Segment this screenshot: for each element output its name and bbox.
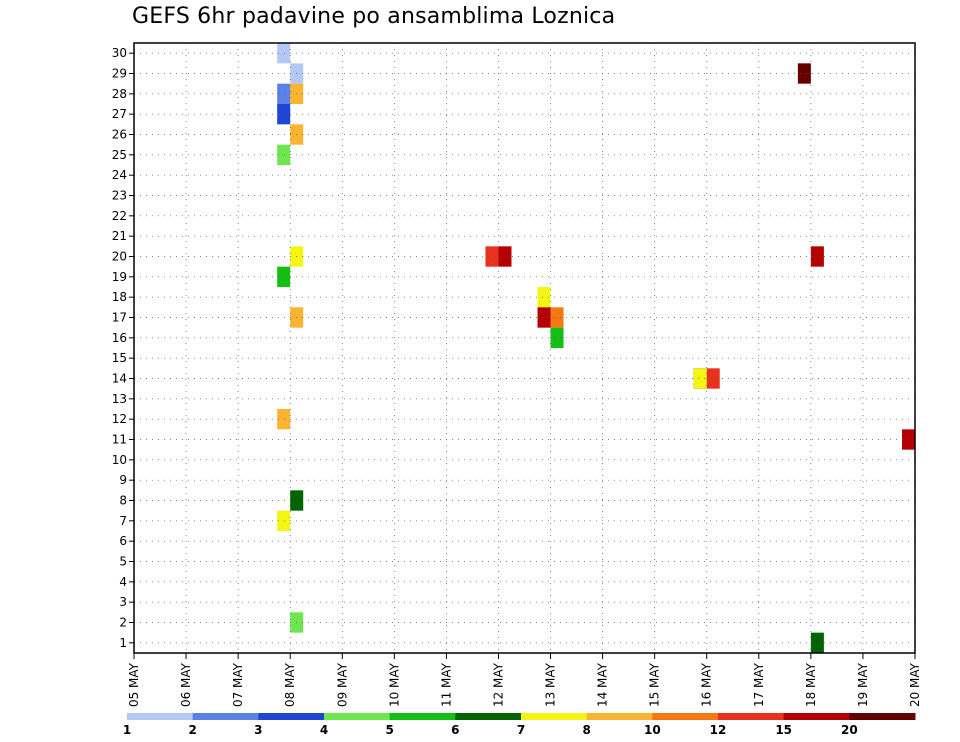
y-tick-label: 9 (119, 473, 127, 487)
x-tick-label: 07 MAY (231, 662, 245, 707)
precip-cell (550, 307, 564, 328)
colorbar-swatch (389, 713, 456, 720)
colorbar-swatch (783, 713, 850, 720)
y-tick-label: 27 (112, 107, 127, 121)
colorbar-label: 7 (517, 723, 525, 737)
precip-cell (498, 246, 512, 267)
precip-cell (810, 246, 824, 267)
colorbar-swatch (258, 713, 325, 720)
precip-cell (277, 510, 291, 531)
y-tick-label: 3 (119, 595, 127, 609)
y-tick-label: 4 (119, 575, 127, 589)
y-tick-label: 19 (112, 270, 127, 284)
x-tick-label: 17 MAY (752, 662, 766, 707)
colorbar-label: 10 (644, 723, 661, 737)
y-tick-label: 25 (112, 148, 127, 162)
y-tick-label: 6 (119, 534, 127, 548)
colorbar-label: 2 (188, 723, 196, 737)
y-tick-label: 1 (119, 636, 127, 650)
colorbar-label: 20 (841, 723, 858, 737)
precip-cell (277, 43, 291, 64)
x-tick-label: 10 MAY (387, 662, 401, 707)
precip-cell (277, 409, 291, 430)
x-tick-label: 20 MAY (908, 662, 922, 707)
y-tick-label: 14 (112, 372, 127, 386)
colorbar-label: 6 (451, 723, 459, 737)
colorbar-label: 8 (582, 723, 590, 737)
y-tick-label: 8 (119, 494, 127, 508)
y-tick-label: 17 (112, 311, 127, 325)
y-tick-label: 10 (112, 453, 127, 467)
y-tick-label: 22 (112, 209, 127, 223)
y-tick-label: 7 (119, 514, 127, 528)
precip-cell (550, 327, 564, 348)
precip-cell (537, 307, 551, 328)
x-tick-label: 19 MAY (856, 662, 870, 707)
precip-cell (485, 246, 499, 267)
colorbar-swatch (652, 713, 719, 720)
precip-cell (277, 266, 291, 287)
plot-frame (133, 42, 916, 654)
y-tick-label: 29 (112, 67, 127, 81)
x-tick-label: 05 MAY (127, 662, 141, 707)
y-tick-label: 11 (112, 433, 127, 447)
colorbar-label: 1 (123, 723, 131, 737)
y-tick-label: 13 (112, 392, 127, 406)
y-tick-label: 30 (112, 46, 127, 60)
precip-cell (277, 144, 291, 165)
precip-cell (693, 368, 707, 389)
x-tick-label: 09 MAY (335, 662, 349, 707)
colorbar-swatch (718, 713, 785, 720)
colorbar-swatch (586, 713, 653, 720)
y-tick-label: 18 (112, 290, 127, 304)
chart-title: GEFS 6hr padavine po ansamblima Loznica (132, 4, 616, 29)
colorbar-swatch (521, 713, 588, 720)
colorbar-swatch (127, 713, 194, 720)
y-tick-label: 28 (112, 87, 127, 101)
colorbar-label: 15 (775, 723, 792, 737)
colorbar-swatch (455, 713, 522, 720)
y-tick-label: 24 (112, 168, 127, 182)
y-tick-label: 20 (112, 250, 127, 264)
precip-cell (797, 63, 811, 84)
x-tick-label: 18 MAY (804, 662, 818, 707)
precip-cell (706, 368, 720, 389)
x-tick-label: 13 MAY (544, 662, 558, 707)
y-tick-label: 23 (112, 189, 127, 203)
precip-cell (277, 83, 291, 104)
colorbar-swatch (849, 713, 916, 720)
x-tick-label: 12 MAY (491, 662, 505, 707)
colorbar-label: 4 (320, 723, 328, 737)
colorbar-label: 5 (385, 723, 393, 737)
x-tick-label: 16 MAY (700, 662, 714, 707)
precip-cell (537, 287, 551, 308)
x-tick-label: 15 MAY (648, 662, 662, 707)
x-tick-label: 14 MAY (596, 662, 610, 707)
y-tick-label: 21 (112, 229, 127, 243)
x-tick-label: 11 MAY (439, 662, 453, 707)
x-tick-label: 06 MAY (179, 662, 193, 707)
colorbar-swatch (324, 713, 391, 720)
colorbar-label: 12 (710, 723, 727, 737)
x-tick-label: 08 MAY (283, 662, 297, 707)
colorbar-swatch (192, 713, 259, 720)
y-tick-label: 16 (112, 331, 127, 345)
y-tick-label: 26 (112, 128, 127, 142)
colorbar-label: 3 (254, 723, 262, 737)
y-tick-label: 5 (119, 555, 127, 569)
y-tick-label: 12 (112, 412, 127, 426)
precip-cell (277, 104, 291, 125)
precip-cell (810, 632, 824, 653)
y-tick-label: 15 (112, 351, 127, 365)
y-tick-label: 2 (119, 616, 127, 630)
